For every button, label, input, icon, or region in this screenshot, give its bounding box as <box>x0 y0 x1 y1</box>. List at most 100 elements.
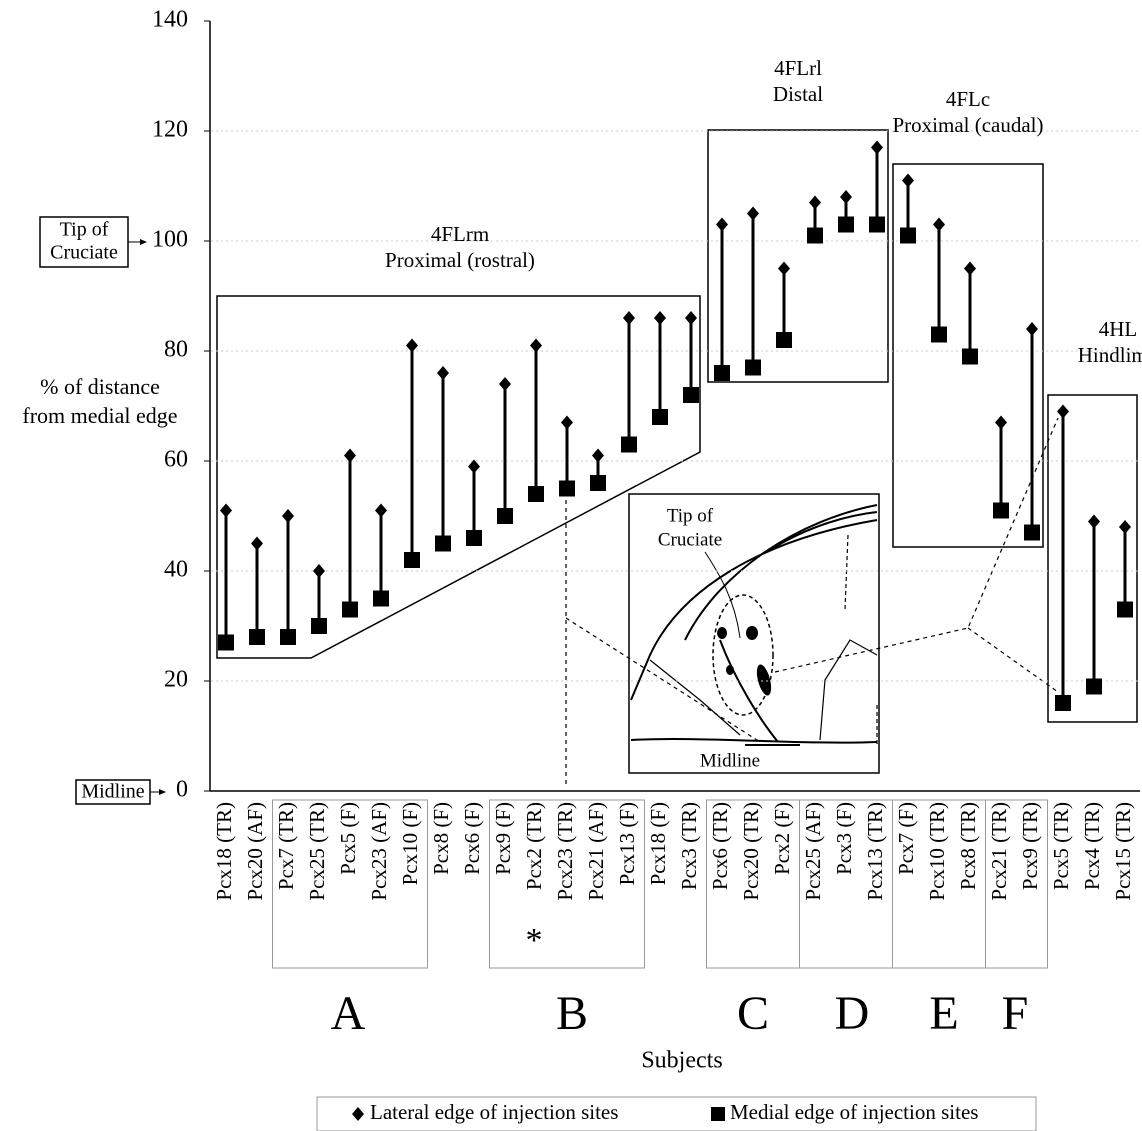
x-tick-label: Pcx7 (F) <box>894 802 918 875</box>
x-tick-label: Pcx18 (TR) <box>212 802 236 901</box>
medial-marker <box>962 348 978 365</box>
lateral-marker <box>561 415 573 430</box>
legend-box <box>316 1096 1037 1131</box>
lateral-marker <box>933 217 945 232</box>
lateral-marker <box>406 338 418 353</box>
lateral-marker <box>716 217 728 232</box>
medial-marker <box>869 216 885 233</box>
medial-marker <box>745 359 761 376</box>
lateral-marker <box>995 415 1007 430</box>
x-tick-label: Pcx9 (F) <box>491 802 515 875</box>
x-tick-label: Pcx21 (TR) <box>987 802 1011 901</box>
legend-label: Medial edge of injection sites <box>730 1100 978 1124</box>
x-tick-label: Pcx6 (TR) <box>708 802 732 890</box>
region-label: 4FLrm <box>431 222 489 246</box>
lateral-marker <box>809 195 821 210</box>
y-tick-label: 120 <box>152 117 188 143</box>
inset-outline <box>819 639 878 741</box>
medial-marker <box>1024 524 1040 541</box>
inset-outline <box>719 639 779 743</box>
pointer <box>140 239 147 245</box>
lateral-marker <box>871 140 883 155</box>
legend-swatch <box>352 1107 364 1121</box>
x-tick-label: Pcx23 (AF) <box>367 802 391 901</box>
y-tick-label: 40 <box>164 557 188 583</box>
region-label: 4FLc <box>946 87 990 111</box>
medial-marker <box>435 535 451 552</box>
medial-marker <box>342 601 358 618</box>
inset-outline <box>630 519 878 701</box>
lateral-marker <box>902 173 914 188</box>
medial-marker <box>528 486 544 502</box>
x-tick-label: Pcx21 (AF) <box>584 802 608 901</box>
region-label: 4HL <box>1099 317 1138 341</box>
lateral-marker <box>840 190 852 204</box>
x-tick-label: Pcx8 (TR) <box>956 802 980 890</box>
group-label: C <box>737 987 769 1040</box>
lateral-marker <box>592 448 604 463</box>
medial-marker <box>590 475 606 491</box>
guide-arrow <box>774 417 1059 673</box>
x-tick-label: Pcx20 (TR) <box>739 802 763 901</box>
medial-marker <box>652 409 668 425</box>
inset-outline <box>630 737 878 744</box>
x-tick-label: Pcx2 (TR) <box>522 802 546 890</box>
medial-marker <box>807 227 823 244</box>
guide-arrow <box>565 617 761 743</box>
x-tick-label: Pcx18 (F) <box>646 802 670 885</box>
legend-swatch <box>711 1107 725 1121</box>
tip-label: Tip of <box>60 219 109 241</box>
y-axis-label: % of distance <box>40 374 160 399</box>
group-label: B <box>556 987 588 1040</box>
region-label: Proximal (caudal) <box>892 113 1043 137</box>
y-tick-label: 0 <box>176 777 188 803</box>
lateral-marker <box>282 509 294 523</box>
y-tick-label: 60 <box>164 447 188 473</box>
medial-marker <box>683 387 699 403</box>
y-tick-label: 100 <box>152 227 188 253</box>
lateral-marker <box>499 377 511 391</box>
inset-label: Cruciate <box>658 529 722 550</box>
lateral-marker <box>654 311 666 325</box>
region-label: Hindlimb <box>1078 343 1142 367</box>
lateral-marker <box>1119 520 1131 534</box>
region-outline <box>892 163 1044 548</box>
lateral-marker <box>375 503 387 518</box>
x-tick-label: Pcx25 (TR) <box>305 802 329 901</box>
inset-outline <box>769 511 878 551</box>
x-tick-label: Pcx15 (TR) <box>1111 802 1135 901</box>
x-tick-label: Pcx13 (F) <box>615 802 639 885</box>
x-axis-label: Subjects <box>641 1048 722 1074</box>
lateral-marker <box>344 448 356 463</box>
lateral-marker <box>1057 404 1069 419</box>
inset-outline <box>649 659 741 736</box>
group-box <box>272 799 428 969</box>
x-tick-label: Pcx4 (TR) <box>1080 802 1104 890</box>
x-tick-label: Pcx6 (F) <box>460 802 484 875</box>
medial-marker <box>931 326 947 343</box>
legend-label: Lateral edge of injection sites <box>370 1100 618 1124</box>
x-tick-label: Pcx5 (TR) <box>1049 802 1073 890</box>
medial-marker <box>280 629 296 645</box>
lateral-marker <box>530 338 542 353</box>
medial-marker <box>900 227 916 244</box>
lateral-marker <box>437 366 449 380</box>
y-axis-label: from medial edge <box>22 403 177 428</box>
lateral-marker <box>220 503 232 518</box>
region-label: 4FLrl <box>774 56 822 80</box>
lateral-marker <box>1026 322 1038 336</box>
pointer <box>159 789 166 795</box>
lateral-marker <box>685 311 697 325</box>
lateral-marker <box>623 311 635 325</box>
lateral-marker <box>964 261 976 276</box>
x-tick-label: Pcx8 (F) <box>429 802 453 875</box>
lateral-marker <box>1088 514 1100 529</box>
lateral-marker <box>251 536 263 551</box>
inset-pointer <box>704 551 741 639</box>
inset: Tip of Cruciate Midline <box>628 493 880 774</box>
inset-label: Midline <box>700 750 760 771</box>
region-outline <box>707 129 889 383</box>
region-label: Distal <box>773 82 823 106</box>
y-tick-label: 80 <box>164 337 188 363</box>
